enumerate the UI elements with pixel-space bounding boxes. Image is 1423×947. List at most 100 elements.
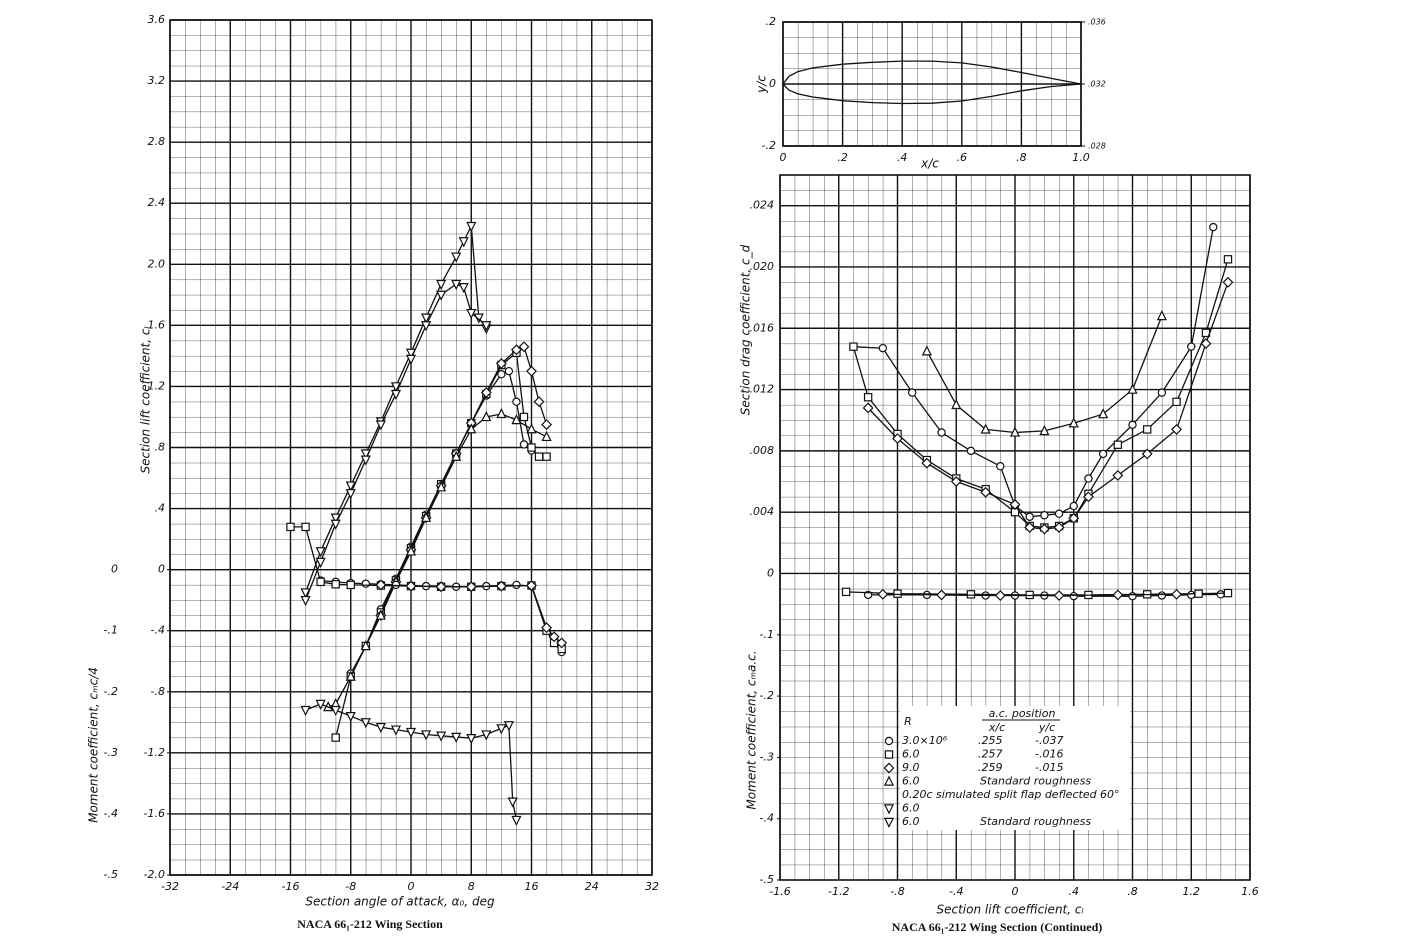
- marker: [503, 721, 514, 732]
- x-tick-label: 24: [585, 880, 599, 893]
- marker: [526, 580, 537, 591]
- legend-header: R: [904, 715, 912, 728]
- x-tick-label: -1.6: [769, 885, 790, 898]
- marker: [345, 712, 356, 723]
- x-axis-label: Section lift coefficient, cₗ: [937, 903, 1084, 917]
- marker: [1025, 512, 1034, 521]
- marker: [495, 580, 507, 592]
- marker: [510, 344, 522, 356]
- marker: [863, 393, 873, 402]
- marker: [1068, 417, 1079, 428]
- marker: [556, 637, 568, 649]
- y-tick-label: 2.0: [148, 257, 166, 270]
- marker: [518, 341, 530, 353]
- marker: [1141, 448, 1153, 460]
- x-tick-label: 0: [780, 151, 787, 164]
- marker: [950, 476, 962, 487]
- marker: [480, 387, 492, 398]
- marker: [526, 365, 537, 377]
- marker: [907, 388, 917, 397]
- marker: [511, 815, 522, 826]
- x-tick-label: 16: [525, 880, 539, 893]
- marker: [1009, 499, 1021, 510]
- marker: [1187, 342, 1196, 351]
- marker: [451, 279, 462, 291]
- series-line: [882, 593, 1177, 597]
- y2-tick-label: -.2: [760, 689, 774, 702]
- y2-tick-label: -.3: [104, 746, 118, 759]
- marker: [1113, 440, 1123, 449]
- legend-yc: -.016: [1035, 748, 1063, 761]
- y-tick-label: 0: [158, 563, 165, 576]
- marker: [345, 489, 356, 500]
- marker: [1068, 512, 1080, 524]
- series-line: [327, 413, 547, 708]
- y-axis-label: y/c: [755, 75, 769, 94]
- marker: [1084, 474, 1093, 483]
- x-tick-label: .2: [837, 151, 848, 164]
- marker: [420, 321, 432, 332]
- marker: [375, 579, 387, 591]
- y-tick-label: .8: [155, 441, 166, 454]
- marker: [481, 321, 492, 332]
- marker: [436, 290, 447, 301]
- marker: [1039, 425, 1050, 436]
- marker: [331, 580, 340, 589]
- marker: [481, 730, 492, 741]
- y-tick-label: .4: [155, 502, 166, 515]
- marker: [504, 366, 514, 376]
- y-axis-label: Section drag coefficient, c_d: [739, 244, 753, 415]
- x-tick-label: 1.0: [1072, 151, 1090, 164]
- marker: [330, 705, 341, 717]
- y-tick-label: -.8: [151, 685, 165, 698]
- y-tick-label: 2.8: [148, 135, 166, 148]
- y-tick-label: 3.6: [148, 13, 166, 26]
- marker: [1082, 491, 1094, 503]
- x-tick-label: -8: [345, 880, 356, 893]
- marker: [548, 631, 560, 643]
- marker: [375, 723, 386, 734]
- y2-tick-label: -.1: [104, 624, 118, 637]
- legend-box: [900, 706, 1130, 830]
- marker: [436, 481, 447, 492]
- y-axis-label: Section lift coefficient, cₗ: [139, 327, 153, 474]
- marker: [405, 545, 417, 556]
- x-tick-label: 8: [468, 880, 475, 893]
- marker: [1157, 591, 1167, 600]
- marker: [951, 398, 962, 410]
- plot-frame: [169, 19, 653, 876]
- y2-tick-label: -.5: [104, 868, 118, 881]
- y-tick-label: .2: [766, 15, 777, 28]
- marker: [966, 446, 976, 456]
- marker: [466, 423, 477, 434]
- marker: [345, 670, 356, 681]
- y-tick-label: .012: [750, 383, 775, 396]
- marker: [315, 557, 326, 568]
- marker: [996, 461, 1005, 471]
- x-tick-label: -24: [221, 880, 239, 893]
- x-tick-label: 32: [645, 880, 659, 893]
- marker: [360, 718, 371, 729]
- marker: [1128, 591, 1137, 601]
- y-tick-label: 0: [769, 77, 776, 90]
- marker: [315, 699, 326, 710]
- x-tick-label: -.8: [890, 885, 904, 898]
- marker: [980, 486, 992, 498]
- legend-xc: .257: [978, 748, 1003, 761]
- marker: [937, 428, 946, 437]
- x-tick-label: .4: [897, 151, 908, 164]
- marker: [390, 382, 402, 393]
- marker: [893, 589, 902, 598]
- legend-yc: -.015: [1035, 761, 1063, 774]
- marker: [892, 433, 903, 445]
- y2-tick-label: -.4: [104, 807, 118, 820]
- marker: [1098, 408, 1109, 419]
- marker: [526, 423, 537, 434]
- marker: [883, 762, 895, 774]
- marker: [1053, 590, 1065, 601]
- marker: [1171, 423, 1183, 435]
- x-tick-label: -32: [161, 880, 179, 893]
- marker: [1098, 449, 1108, 459]
- marker: [1069, 501, 1078, 511]
- x-tick-label: .6: [957, 151, 968, 164]
